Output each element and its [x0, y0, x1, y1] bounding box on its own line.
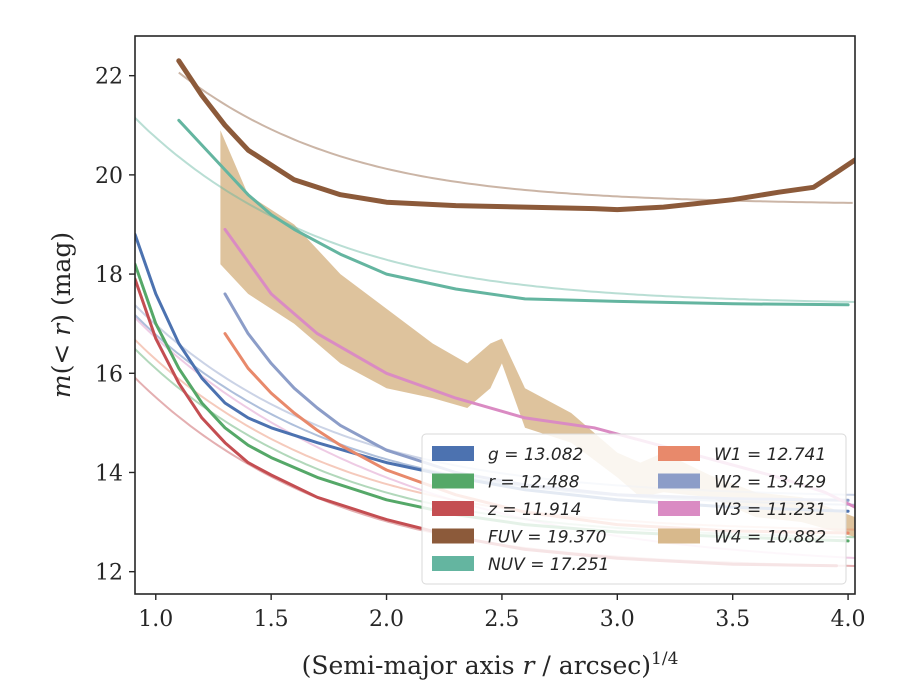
- legend-swatch-g: [432, 446, 474, 461]
- legend-swatch-FUV: [432, 528, 474, 544]
- series-NUV-line: [177, 118, 850, 307]
- plot-frame: [134, 35, 856, 595]
- legend-swatch-NUV: [432, 556, 474, 571]
- y-tick-label: 20: [95, 164, 123, 189]
- y-tick-label: 14: [95, 461, 123, 486]
- legend-label-NUV: NUV = 17.251: [488, 555, 609, 575]
- series-FUV-line: [176, 58, 855, 213]
- x-tick-label: 3.0: [600, 607, 635, 632]
- legend-frame: [421, 433, 847, 585]
- x-tick-label: 2.0: [369, 607, 404, 632]
- legend-swatch-W1: [658, 446, 700, 461]
- y-tick-label: 22: [95, 65, 123, 90]
- y-tick-label: 18: [95, 263, 123, 288]
- legend-label-W1: W1 = 12.741: [714, 445, 826, 465]
- x-tick-label: 2.5: [484, 607, 519, 632]
- series-NUV-model: [135, 117, 855, 303]
- legend-label-FUV: FUV = 19.370: [488, 528, 606, 548]
- x-axis-label: (Semi-major axis r / arcsec)1/4: [302, 649, 679, 680]
- legend: g = 13.082 r = 12.488 z = 11.914 FUV = 19.3…: [421, 433, 847, 585]
- y-axis-label: m(< r) (mag): [47, 232, 76, 398]
- x-axis: 1.0 1.5 2.0 2.5 3.0 3.5 4.0: [138, 594, 866, 632]
- legend-swatch-r: [432, 473, 474, 489]
- y-tick-label: 12: [95, 561, 123, 586]
- legend-label-r: r = 12.488: [488, 473, 580, 493]
- x-tick-label: 1.0: [138, 607, 173, 632]
- y-axis: 12 14 16 18 20 22: [95, 65, 135, 586]
- legend-label-W3: W3 = 11.231: [714, 500, 826, 520]
- x-tick-label: 4.0: [831, 607, 866, 632]
- legend-label-g: g = 13.082: [488, 445, 583, 465]
- x-tick-label: 3.5: [715, 607, 750, 632]
- series-FUV-model: [178, 71, 853, 204]
- legend-swatch-z: [432, 501, 474, 516]
- legend-label-W4: W4 = 10.882: [714, 528, 826, 548]
- legend-swatch-W3: [658, 501, 700, 516]
- legend-swatch-W4: [658, 528, 700, 544]
- x-tick-label: 1.5: [254, 607, 289, 632]
- legend-label-W2: W2 = 13.429: [714, 473, 826, 493]
- legend-label-z: z = 11.914: [487, 500, 581, 520]
- legend-swatch-W2: [658, 473, 700, 489]
- y-tick-label: 16: [95, 362, 123, 387]
